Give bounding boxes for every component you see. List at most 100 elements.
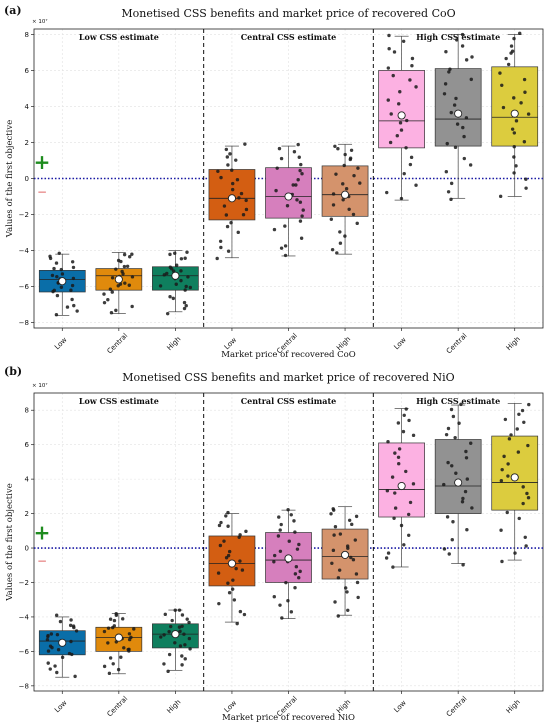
data-point: [183, 288, 187, 292]
y-tick-label: 2: [25, 139, 29, 147]
group-label: Low CSS estimate: [79, 396, 159, 406]
data-point: [500, 559, 504, 564]
data-point: [183, 643, 187, 647]
data-point: [463, 489, 468, 494]
data-point: [505, 510, 509, 515]
data-point: [235, 621, 239, 626]
x-tick-label: Central: [106, 332, 130, 356]
data-point: [386, 98, 390, 102]
data-point: [178, 644, 183, 648]
data-point: [69, 618, 73, 622]
data-point: [173, 251, 177, 255]
data-point: [298, 168, 302, 173]
data-point: [449, 181, 454, 186]
data-point: [70, 260, 75, 264]
data-point: [402, 171, 406, 176]
data-point: [272, 560, 276, 564]
data-point: [512, 131, 517, 135]
data-point: [504, 56, 508, 61]
x-tick-label: High: [505, 698, 522, 715]
data-point: [72, 303, 76, 308]
data-point: [503, 417, 508, 422]
data-point: [444, 169, 449, 174]
data-point: [111, 662, 115, 666]
data-point: [407, 533, 411, 538]
data-point: [102, 292, 106, 296]
y-axis-label: Values of the first objective: [5, 120, 15, 238]
data-point: [343, 586, 348, 590]
data-point: [69, 288, 73, 292]
data-point: [347, 518, 352, 522]
data-point: [334, 172, 338, 176]
data-point: [522, 420, 526, 424]
data-point: [272, 227, 277, 232]
data-point: [516, 450, 521, 454]
y-scale-label: × 10⁷: [32, 382, 48, 389]
data-point: [114, 612, 118, 616]
data-point: [296, 178, 300, 182]
data-point: [460, 44, 465, 48]
data-point: [185, 250, 189, 254]
data-point: [449, 110, 453, 115]
data-point: [509, 433, 513, 437]
data-point: [108, 617, 113, 621]
data-point: [336, 146, 340, 151]
data-point: [404, 469, 408, 474]
data-point: [397, 461, 401, 466]
data-point: [186, 275, 190, 279]
data-point: [293, 572, 298, 576]
data-point: [295, 198, 299, 202]
data-point: [338, 532, 343, 536]
data-point: [514, 164, 518, 168]
data-point: [398, 121, 403, 125]
x-tick-label: High: [165, 335, 182, 352]
data-point: [442, 92, 447, 96]
data-point: [109, 310, 114, 315]
data-point: [228, 152, 232, 156]
data-point: [179, 269, 183, 273]
data-point: [52, 266, 56, 271]
data-point: [159, 635, 163, 639]
data-point: [331, 507, 335, 511]
data-point: [102, 664, 107, 669]
data-point: [279, 246, 284, 250]
data-point: [184, 284, 188, 289]
data-point: [222, 204, 227, 208]
mean-marker: [171, 630, 180, 639]
data-point: [242, 612, 247, 617]
data-point: [353, 538, 357, 542]
data-point: [500, 467, 504, 472]
data-point: [279, 522, 283, 527]
data-point: [182, 632, 186, 636]
data-point: [240, 568, 245, 572]
data-point: [121, 617, 125, 621]
data-point: [356, 166, 360, 170]
data-point: [444, 50, 448, 54]
data-point: [168, 265, 173, 269]
data-point: [465, 477, 470, 481]
data-point: [501, 105, 506, 110]
data-point: [301, 208, 305, 212]
data-point: [352, 173, 356, 178]
data-point: [108, 287, 113, 291]
data-point: [392, 516, 396, 520]
data-point: [298, 569, 302, 574]
data-point: [296, 142, 300, 147]
data-point: [276, 534, 281, 538]
data-point: [65, 305, 70, 309]
mean-marker: [397, 481, 406, 491]
data-point: [170, 618, 174, 623]
data-point: [241, 212, 246, 217]
data-point: [401, 39, 406, 43]
mean-marker: [58, 277, 67, 286]
data-point: [46, 649, 51, 653]
data-point: [454, 96, 458, 101]
data-point: [386, 551, 391, 555]
data-point: [386, 440, 390, 444]
data-point: [49, 632, 54, 636]
y-tick-label: −2: [19, 579, 29, 587]
data-point: [348, 156, 353, 160]
data-point: [351, 212, 356, 217]
data-point: [294, 565, 299, 569]
data-point: [330, 561, 334, 565]
